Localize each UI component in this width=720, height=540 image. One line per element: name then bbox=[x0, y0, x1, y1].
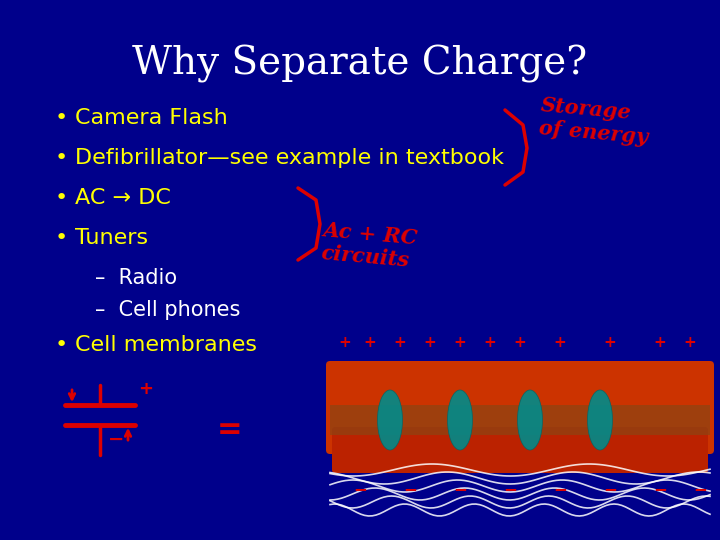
Text: •: • bbox=[55, 148, 68, 168]
Text: −: − bbox=[553, 480, 567, 498]
Text: =: = bbox=[217, 415, 243, 444]
Text: −: − bbox=[108, 430, 125, 449]
Text: –  Cell phones: – Cell phones bbox=[95, 300, 240, 320]
Text: −: − bbox=[653, 480, 667, 498]
Text: −: − bbox=[503, 480, 517, 498]
Text: Camera Flash: Camera Flash bbox=[75, 108, 228, 128]
Text: −: − bbox=[603, 480, 617, 498]
Text: Cell membranes: Cell membranes bbox=[75, 335, 257, 355]
Text: Defibrillator—see example in textbook: Defibrillator—see example in textbook bbox=[75, 148, 504, 168]
Ellipse shape bbox=[448, 390, 472, 450]
Text: +: + bbox=[683, 335, 696, 350]
Text: •: • bbox=[55, 335, 68, 355]
Text: AC → DC: AC → DC bbox=[75, 188, 171, 208]
Text: •: • bbox=[55, 108, 68, 128]
Text: −: − bbox=[453, 480, 467, 498]
Text: +: + bbox=[554, 335, 567, 350]
Text: –  Radio: – Radio bbox=[95, 268, 177, 288]
Text: +: + bbox=[513, 335, 526, 350]
Ellipse shape bbox=[377, 390, 402, 450]
Ellipse shape bbox=[588, 390, 613, 450]
Text: •: • bbox=[55, 228, 68, 248]
Text: Ac + RC
circuits: Ac + RC circuits bbox=[320, 220, 418, 271]
Text: +: + bbox=[138, 380, 153, 398]
Text: +: + bbox=[364, 335, 377, 350]
FancyBboxPatch shape bbox=[332, 427, 708, 473]
Text: Tuners: Tuners bbox=[75, 228, 148, 248]
Text: +: + bbox=[654, 335, 667, 350]
Text: −: − bbox=[693, 480, 707, 498]
Bar bbox=[330, 405, 710, 435]
Ellipse shape bbox=[518, 390, 542, 450]
Text: +: + bbox=[454, 335, 467, 350]
Text: +: + bbox=[338, 335, 351, 350]
Text: •: • bbox=[55, 188, 68, 208]
Text: +: + bbox=[484, 335, 496, 350]
Text: Why Separate Charge?: Why Separate Charge? bbox=[132, 45, 588, 83]
Text: +: + bbox=[423, 335, 436, 350]
Text: Storage
of energy: Storage of energy bbox=[538, 95, 651, 147]
Text: −: − bbox=[403, 480, 417, 498]
Text: +: + bbox=[603, 335, 616, 350]
FancyBboxPatch shape bbox=[326, 361, 714, 454]
Text: +: + bbox=[394, 335, 406, 350]
Text: −: − bbox=[353, 480, 367, 498]
